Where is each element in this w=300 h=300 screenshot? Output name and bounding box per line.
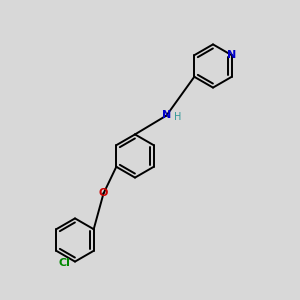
Text: N: N	[162, 110, 171, 121]
Text: O: O	[99, 188, 108, 199]
Text: H: H	[174, 112, 182, 122]
Text: N: N	[227, 50, 236, 60]
Text: Cl: Cl	[58, 258, 70, 268]
